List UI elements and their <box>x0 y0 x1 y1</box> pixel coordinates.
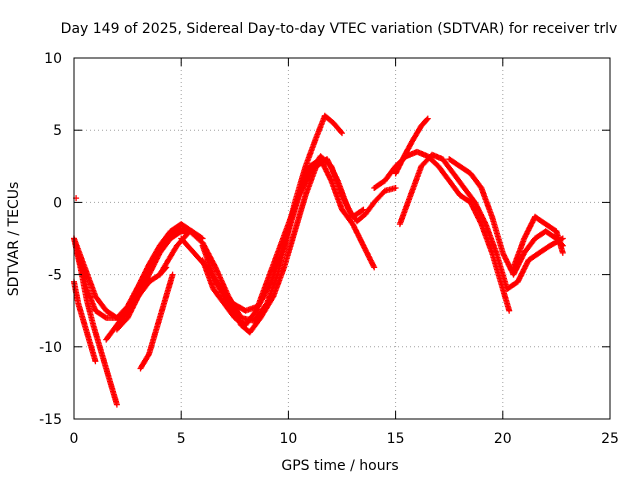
axis-ticks: 0 5 10 15 20 25 -15 -10 -5 0 5 10 <box>39 51 619 447</box>
y-axis-label: SDTVAR / TECUs <box>6 182 22 297</box>
series-marks <box>510 213 566 271</box>
series-arc-14 <box>396 151 566 292</box>
x-axis-label: GPS time / hours <box>281 458 398 474</box>
series-arc-15 <box>446 156 566 278</box>
series-marks <box>137 271 176 372</box>
series-marks <box>446 156 566 278</box>
y-tick-label: 10 <box>44 51 62 67</box>
x-tick-label: 25 <box>601 431 619 447</box>
y-tick-label: 0 <box>53 195 62 211</box>
y-tick-label: -15 <box>39 412 62 428</box>
chart-title: Day 149 of 2025, Sidereal Day-to-day VTE… <box>61 21 618 37</box>
plot-frame <box>73 57 611 420</box>
series-arc-6 <box>113 228 191 333</box>
series-arc-12 <box>371 148 513 314</box>
x-tick-label: 0 <box>70 431 79 447</box>
series-marks <box>371 148 513 314</box>
series-marks <box>396 151 566 292</box>
x-tick-label: 15 <box>387 431 405 447</box>
series-arc-16 <box>510 213 566 271</box>
y-tick-label: -5 <box>48 268 62 284</box>
series-marks <box>392 115 431 177</box>
series-marks <box>113 228 191 333</box>
x-tick-label: 20 <box>494 431 512 447</box>
series-arc-13 <box>392 115 431 177</box>
series-arc-11 <box>199 153 367 329</box>
y-tick-label: 5 <box>53 123 62 139</box>
x-tick-label: 5 <box>177 431 186 447</box>
series-arc-7 <box>137 271 176 372</box>
series-marks <box>199 153 367 329</box>
x-tick-label: 10 <box>279 431 297 447</box>
data-series <box>71 112 566 408</box>
y-tick-label: -10 <box>39 340 62 356</box>
